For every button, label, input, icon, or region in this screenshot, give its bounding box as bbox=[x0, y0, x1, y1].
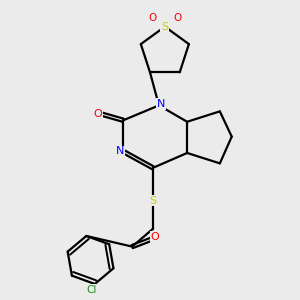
Text: O: O bbox=[151, 232, 159, 242]
Text: S: S bbox=[149, 196, 157, 206]
Text: O: O bbox=[148, 13, 157, 23]
Text: N: N bbox=[157, 99, 166, 109]
Text: O: O bbox=[173, 13, 182, 23]
Text: Cl: Cl bbox=[87, 285, 97, 295]
Text: S: S bbox=[161, 22, 168, 32]
Text: O: O bbox=[94, 109, 102, 119]
Text: N: N bbox=[116, 146, 124, 157]
